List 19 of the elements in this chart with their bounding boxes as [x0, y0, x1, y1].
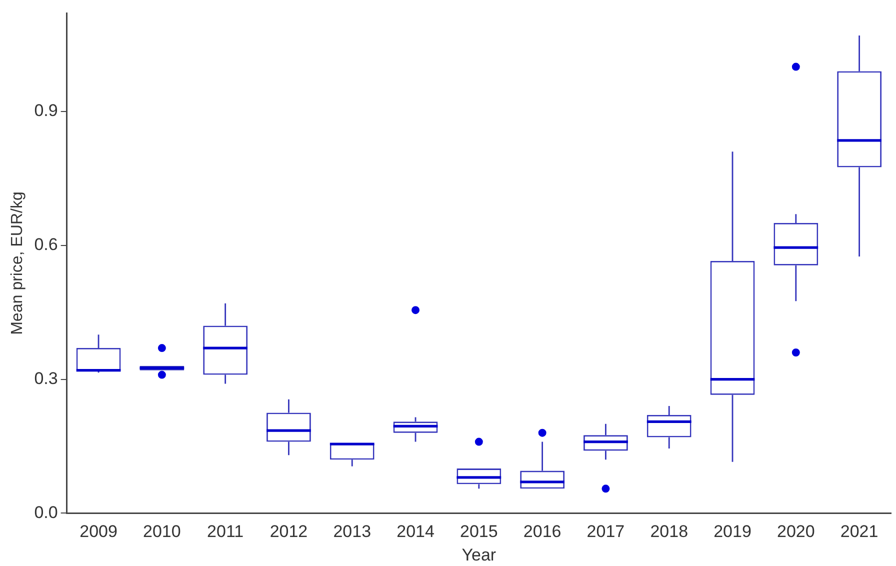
x-tick-label: 2017	[586, 522, 625, 542]
x-tick-label: 2016	[523, 522, 562, 542]
x-tick-label: 2011	[207, 522, 244, 542]
x-tick-label: 2013	[333, 522, 372, 542]
x-axis-title: Year	[462, 545, 496, 564]
y-tick-label: 0.3	[34, 368, 58, 388]
x-tick-label: 2012	[270, 522, 308, 542]
x-tick-label: 2021	[840, 522, 878, 542]
x-tick-label: 2019	[714, 522, 752, 542]
y-tick-label: 0.9	[34, 101, 58, 120]
y-tick-label: 0.6	[34, 235, 58, 254]
y-tick-label: 0.0	[34, 502, 58, 522]
x-tick-label: 2020	[776, 522, 815, 542]
y-axis-title: Mean price, EUR/kg	[9, 192, 26, 335]
x-tick-label: 2015	[460, 522, 498, 542]
x-tick-label: 2009	[80, 522, 118, 542]
x-tick-label: 2014	[396, 522, 434, 542]
x-tick-label: 2010	[143, 522, 181, 542]
x-tick-label: 2018	[650, 522, 688, 542]
